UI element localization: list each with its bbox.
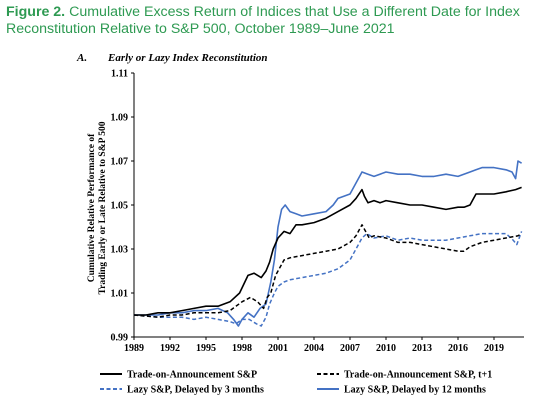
y-tick-label: 1.03 — [111, 245, 129, 256]
chart-title: Early or Lazy Index Reconstitution — [107, 52, 268, 64]
axes: 0.99 1.01 1.03 1.05 1.07 1.09 1.11 1989 1992 1995… — [111, 69, 524, 354]
y-tick-label: 1.01 — [111, 289, 129, 300]
x-tick-label: 1995 — [196, 343, 216, 354]
y-tick-label: 1.09 — [111, 113, 129, 124]
series-line-1 — [134, 186, 522, 316]
series-line-2 — [133, 224, 522, 318]
figure-label: Figure 2. — [6, 4, 66, 20]
legend-label-4: Lazy S&P, Delayed by 12 months — [344, 385, 486, 396]
plot-area — [133, 160, 523, 327]
y-tick-label: 1.07 — [111, 157, 129, 168]
figure-title: Figure 2. Cumulative Excess Return of In… — [6, 4, 546, 37]
legend-label-2: Trade-on-Announcement S&P, t+1 — [344, 370, 492, 381]
legend: Trade-on-Announcement S&P Trade-on-Announ… — [100, 370, 492, 396]
x-tick-label: 1992 — [160, 343, 180, 354]
series-line-4 — [134, 160, 523, 327]
x-tick-label: 2013 — [412, 343, 432, 354]
x-tick-label: 2001 — [268, 343, 288, 354]
y-tick-label: 1.11 — [111, 69, 128, 80]
x-tick-label: 1998 — [232, 343, 252, 354]
x-tick-label: 2019 — [484, 343, 504, 354]
legend-label-1: Trade-on-Announcement S&P — [127, 370, 257, 381]
y-axis-label-line1: Cumulative Relative Performance of — [87, 133, 97, 282]
x-tick-label: 1989 — [124, 343, 144, 354]
figure-caption: Cumulative Excess Return of Indices that… — [6, 4, 520, 37]
panel-label: A. — [76, 52, 87, 64]
legend-label-3: Lazy S&P, Delayed by 3 months — [127, 385, 264, 396]
y-tick-label: 1.05 — [111, 201, 129, 212]
x-tick-label: 2016 — [448, 343, 468, 354]
y-axis-label-line2: Trading Early or Late Relative to S&P 50… — [98, 121, 108, 294]
series-line-3 — [133, 231, 523, 327]
x-tick-label: 2010 — [376, 343, 396, 354]
x-tick-label: 2004 — [304, 343, 324, 354]
y-tick-label: 0.99 — [111, 333, 129, 344]
x-tick-label: 2007 — [340, 343, 360, 354]
